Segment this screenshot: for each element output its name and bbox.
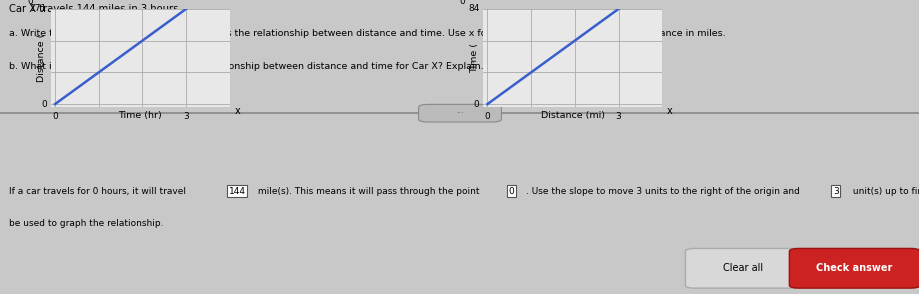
Y-axis label: Time (: Time ( — [470, 43, 478, 73]
Text: 144: 144 — [229, 187, 245, 196]
Text: Car X travels 144 miles in 3 hours.: Car X travels 144 miles in 3 hours. — [9, 4, 182, 14]
Text: ···: ··· — [456, 109, 463, 118]
Text: x: x — [234, 106, 240, 116]
FancyBboxPatch shape — [418, 104, 501, 122]
X-axis label: Distance (mi): Distance (mi) — [540, 111, 604, 121]
Text: 0: 0 — [460, 0, 465, 6]
Text: Check answer: Check answer — [815, 263, 892, 273]
FancyBboxPatch shape — [789, 248, 919, 288]
FancyBboxPatch shape — [685, 248, 800, 288]
Text: a. Write the equation of the line that describes the relationship between distan: a. Write the equation of the line that d… — [9, 29, 725, 39]
Text: Clear all: Clear all — [722, 263, 763, 273]
Text: 171: 171 — [29, 4, 47, 13]
Text: If a car travels for 0 hours, it will travel: If a car travels for 0 hours, it will tr… — [9, 187, 189, 196]
Text: mile(s). This means it will pass through the point: mile(s). This means it will pass through… — [255, 187, 482, 196]
Text: b. What is the graph that represents the relationship between distance and time : b. What is the graph that represents the… — [9, 62, 483, 71]
X-axis label: Time (hr): Time (hr) — [119, 111, 162, 121]
Text: unit(s) up to find the point: unit(s) up to find the point — [849, 187, 919, 196]
Text: 0: 0 — [473, 100, 479, 108]
Text: 3: 3 — [832, 187, 837, 196]
Text: . Use the slope to move 3 units to the right of the origin and: . Use the slope to move 3 units to the r… — [525, 187, 801, 196]
Text: 0: 0 — [508, 187, 514, 196]
Text: x: x — [666, 106, 672, 116]
Text: be used to graph the relationship.: be used to graph the relationship. — [9, 219, 164, 228]
Y-axis label: Distance (: Distance ( — [38, 34, 46, 82]
Text: 84: 84 — [468, 4, 479, 13]
Text: 0: 0 — [484, 112, 490, 121]
Text: 3: 3 — [183, 112, 189, 121]
Text: 0: 0 — [52, 112, 58, 121]
Text: 3: 3 — [615, 112, 621, 121]
Text: 0: 0 — [28, 0, 33, 6]
Text: 0: 0 — [41, 100, 47, 108]
